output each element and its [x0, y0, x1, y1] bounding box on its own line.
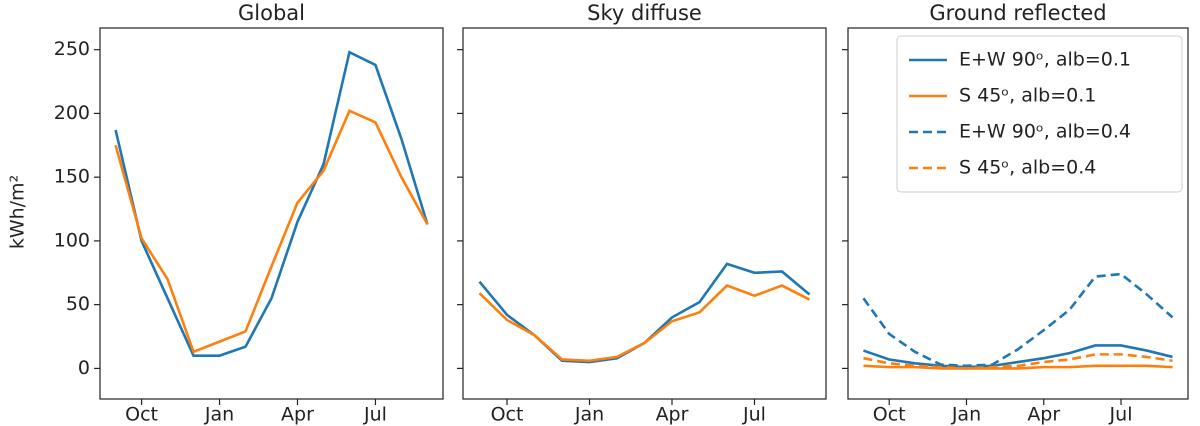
x-tick-label: Apr	[656, 404, 689, 426]
x-tick-label: Jul	[1109, 404, 1133, 426]
legend-label: E+W 90ᵒ, alb=0.4	[959, 121, 1131, 143]
legend-box	[896, 35, 1183, 193]
x-tick-label: Jul	[363, 404, 387, 426]
y-axis-label: kWh/m²	[7, 175, 29, 249]
x-tick-label: Apr	[1027, 404, 1060, 426]
x-tick-label: Oct	[873, 404, 906, 426]
y-tick-label: 0	[78, 357, 90, 379]
x-tick-label: Jan	[951, 404, 981, 426]
y-tick-label: 100	[54, 229, 90, 251]
x-tick-label: Jan	[574, 404, 604, 426]
x-tick-label: Jul	[742, 404, 766, 426]
x-tick-label: Oct	[125, 404, 158, 426]
data-line	[862, 272, 1174, 368]
y-tick-label: 50	[66, 293, 90, 315]
panel-title: Global	[238, 1, 305, 25]
data-line	[478, 284, 811, 363]
axes-frame	[99, 27, 444, 400]
data-line	[114, 109, 429, 354]
x-tick-label: Apr	[281, 404, 314, 426]
data-line	[478, 262, 811, 364]
y-tick-label: 200	[54, 102, 90, 124]
data-line	[863, 353, 1173, 370]
axes-frame	[847, 27, 1189, 400]
panel-title: Ground reflected	[929, 1, 1106, 25]
data-line	[114, 50, 429, 357]
legend-label: S 45ᵒ, alb=0.1	[959, 85, 1096, 107]
panel-title: Sky diffuse	[587, 1, 702, 25]
x-tick-label: Jan	[204, 404, 234, 426]
axes-frame	[462, 27, 827, 400]
legend-label: S 45ᵒ, alb=0.4	[959, 157, 1096, 179]
y-tick-label: 250	[54, 38, 90, 60]
data-line	[863, 364, 1173, 370]
data-line	[863, 344, 1173, 369]
y-tick-label: 150	[54, 166, 90, 188]
legend-label: E+W 90ᵒ, alb=0.1	[959, 49, 1131, 71]
x-tick-label: Oct	[491, 404, 524, 426]
